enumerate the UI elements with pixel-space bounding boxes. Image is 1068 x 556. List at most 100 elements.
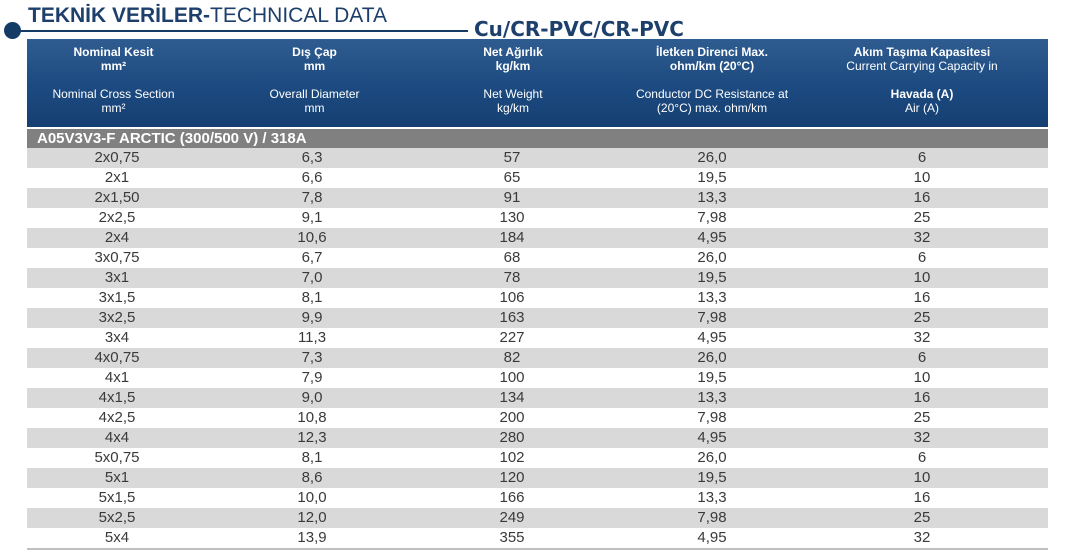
- header-col-cross-section: Nominal Kesit mm² Nominal Cross Section mm…: [27, 39, 200, 127]
- title-underline: [14, 30, 468, 32]
- table-cell: 8,1: [301, 289, 323, 306]
- table-cell: 82: [503, 349, 521, 366]
- table-cell: 2x2,5: [98, 209, 136, 226]
- header-tr-unit: ohm/km (20°C): [669, 59, 755, 73]
- table-cell: 16: [913, 489, 931, 506]
- table-cell: 4x0,75: [94, 349, 140, 366]
- table-row: 3x2,5 9,9 163 7,98 25: [27, 308, 1048, 328]
- header-col-diameter: Dış Çap mm Overall Diameter mm: [227, 39, 402, 127]
- table-cell: 6: [917, 149, 927, 166]
- table-cell: 6: [917, 249, 927, 266]
- table-cell: 7,3: [301, 349, 323, 366]
- table-cell: 4,95: [697, 429, 727, 446]
- title-thin: TECHNICAL DATA: [210, 4, 387, 27]
- table-row: 4x0,75 7,3 82 26,0 6: [27, 348, 1048, 368]
- table-cell: 10: [913, 269, 931, 286]
- table-row: 3x1 7,0 78 19,5 10: [27, 268, 1048, 288]
- table-cell: 7,98: [697, 209, 727, 226]
- table-cell: 5x2,5: [98, 509, 136, 526]
- table-header: Nominal Kesit mm² Nominal Cross Section mm…: [27, 39, 1048, 127]
- table-cell: 10: [913, 369, 931, 386]
- header-en-label: Nominal Cross Section: [52, 87, 175, 101]
- table-cell: 32: [913, 229, 931, 246]
- table-cell: 3x2,5: [98, 309, 136, 326]
- table-cell: 12,0: [297, 509, 327, 526]
- table-row: 5x4 13,9 355 4,95 32: [27, 528, 1048, 548]
- table-cell: 6,3: [301, 149, 323, 166]
- table-cell: 100: [499, 369, 525, 386]
- header-en-label: Conductor DC Resistance at: [635, 87, 789, 101]
- table-cell: 91: [503, 189, 521, 206]
- header-tr-label: Akım Taşıma Kapasitesi: [853, 45, 991, 59]
- table-cell: 2x0,75: [94, 149, 140, 166]
- table-cell: 4x4: [104, 429, 130, 446]
- header-en-label: Net Weight: [483, 87, 543, 101]
- table-row: 4x2,5 10,8 200 7,98 25: [27, 408, 1048, 428]
- title-bold: TEKNİK VERİLER-: [28, 4, 211, 27]
- table-cell: 11,3: [297, 329, 327, 346]
- header-tr-label: Net Ağırlık: [483, 45, 543, 59]
- table-cell: 184: [499, 229, 525, 246]
- table-cell: 26,0: [697, 149, 727, 166]
- header-tr-unit: Current Carrying Capacity in: [846, 59, 998, 73]
- table-cell: 163: [499, 309, 525, 326]
- table-row: 4x4 12,3 280 4,95 32: [27, 428, 1048, 448]
- page-title: TEKNİK VERİLER-TECHNICAL DATA: [28, 3, 387, 29]
- table-cell: 26,0: [697, 349, 727, 366]
- header-tr-unit: mm²: [100, 59, 127, 73]
- table-cell: 32: [913, 329, 931, 346]
- table-cell: 78: [503, 269, 521, 286]
- table-cell: 7,98: [697, 509, 727, 526]
- table-cell: 68: [503, 249, 521, 266]
- table-cell: 19,5: [697, 469, 727, 486]
- table-cell: 3x1,5: [98, 289, 136, 306]
- table-cell: 355: [499, 529, 525, 546]
- table-row: 2x2,5 9,1 130 7,98 25: [27, 208, 1048, 228]
- data-table-body: 2x0,75 6,3 57 26,0 6 2x1 6,6 65 19,5 10 2x1,50 7,8 9…: [27, 148, 1048, 548]
- table-cell: 6,6: [301, 169, 323, 186]
- table-cell: 166: [499, 489, 525, 506]
- table-cell: 3x0,75: [94, 249, 140, 266]
- header-en-unit: (20°C) max. ohm/km: [656, 101, 768, 115]
- table-row: 3x1,5 8,1 106 13,3 16: [27, 288, 1048, 308]
- table-cell: 2x4: [104, 229, 130, 246]
- table-cell: 4x1: [104, 369, 130, 386]
- table-cell: 249: [499, 509, 525, 526]
- table-cell: 2x1,50: [94, 189, 140, 206]
- table-cell: 8,1: [301, 449, 323, 466]
- table-row: 2x4 10,6 184 4,95 32: [27, 228, 1048, 248]
- table-cell: 19,5: [697, 169, 727, 186]
- table-cell: 12,3: [297, 429, 327, 446]
- table-cell: 6: [917, 449, 927, 466]
- table-row: 3x0,75 6,7 68 26,0 6: [27, 248, 1048, 268]
- table-cell: 25: [913, 509, 931, 526]
- table-cell: 13,3: [697, 189, 727, 206]
- table-cell: 4,95: [697, 229, 727, 246]
- table-cell: 7,9: [301, 369, 323, 386]
- table-cell: 280: [499, 429, 525, 446]
- table-cell: 25: [913, 409, 931, 426]
- table-row: 4x1 7,9 100 19,5 10: [27, 368, 1048, 388]
- header-en-unit: kg/km: [496, 101, 529, 115]
- table-cell: 10: [913, 169, 931, 186]
- table-cell: 9,0: [301, 389, 323, 406]
- table-cell: 5x4: [104, 529, 130, 546]
- table-cell: 3x1: [104, 269, 130, 286]
- table-cell: 134: [499, 389, 525, 406]
- table-row: 5x1,5 10,0 166 13,3 16: [27, 488, 1048, 508]
- table-cell: 26,0: [697, 449, 727, 466]
- header-col-capacity: Akım Taşıma Kapasitesi Current Carrying C…: [827, 39, 1017, 127]
- title-bullet-icon: [4, 22, 21, 39]
- table-cell: 10: [913, 469, 931, 486]
- table-cell: 10,8: [297, 409, 327, 426]
- table-cell: 5x1: [104, 469, 130, 486]
- table-cell: 4x1,5: [98, 389, 136, 406]
- table-cell: 16: [913, 189, 931, 206]
- table-cell: 10,0: [297, 489, 327, 506]
- table-cell: 13,9: [297, 529, 327, 546]
- table-cell: 7,0: [301, 269, 323, 286]
- header-en-label: Overall Diameter: [269, 87, 360, 101]
- table-row: 2x1 6,6 65 19,5 10: [27, 168, 1048, 188]
- table-cell: 5x1,5: [98, 489, 136, 506]
- table-cell: 3x4: [104, 329, 130, 346]
